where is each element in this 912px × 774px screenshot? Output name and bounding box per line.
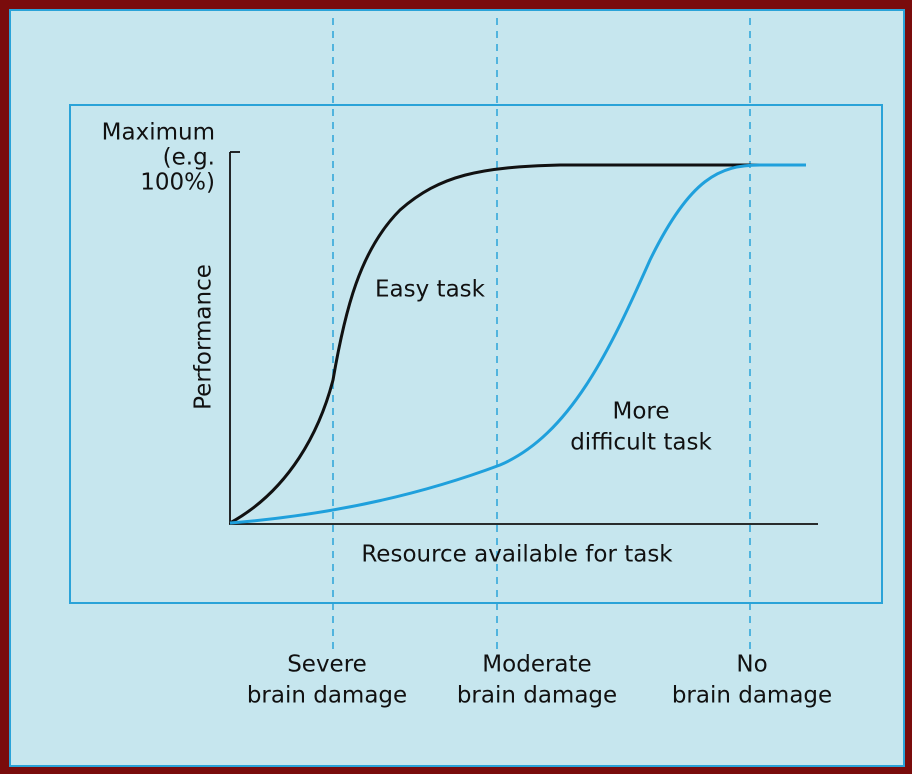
level-lines [332, 18, 751, 652]
labels: Maximum(e.g.100%) Performance Resource ava… [102, 120, 833, 709]
x-axis-title: Resource available for task [361, 542, 673, 568]
y-axis-title: Performance [191, 264, 217, 410]
y-top-label: Maximum [102, 120, 215, 146]
level-label: brain damage [247, 683, 407, 709]
curve-label: difficult task [570, 430, 712, 456]
level-label: No [736, 652, 767, 678]
level-label: Severe [287, 652, 367, 678]
level-label: Moderate [482, 652, 591, 678]
level-label: brain damage [672, 683, 832, 709]
curve-label: Easy task [375, 277, 486, 303]
panel [9, 9, 905, 767]
level-label: brain damage [457, 683, 617, 709]
axes [229, 151, 818, 525]
easy-curve [229, 163, 806, 525]
inner-box [69, 104, 883, 604]
difficult-curve [229, 163, 806, 525]
y-top-label: (e.g. [163, 145, 215, 171]
y-top-label: 100%) [140, 170, 215, 196]
curve-label: More [612, 399, 669, 425]
